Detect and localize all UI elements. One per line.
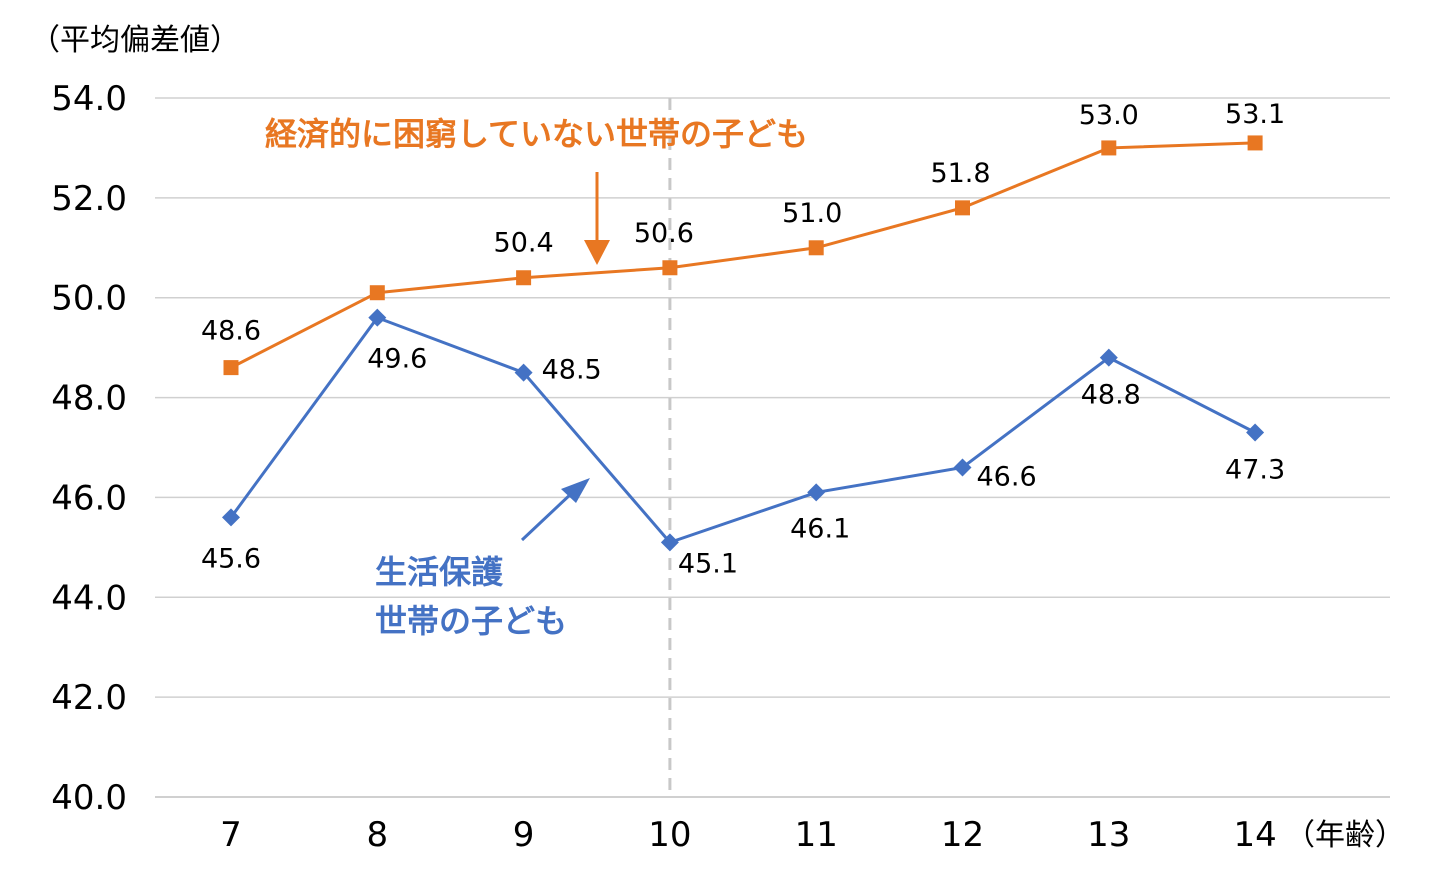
y-axis-ticks: 40.0 42.0 44.0 46.0 48.0 50.0 52.0 54.0 <box>51 79 127 818</box>
data-point <box>662 260 678 276</box>
series-1: 45.6 49.6 48.5 45.1 46.1 46.6 48.8 47.3 <box>201 308 1285 579</box>
data-point <box>223 360 239 376</box>
data-label: 45.1 <box>678 548 738 579</box>
x-tick-label: 8 <box>366 815 388 855</box>
data-label: 46.1 <box>790 513 850 544</box>
series-line-0 <box>230 141 1256 369</box>
data-label: 50.4 <box>494 228 554 259</box>
x-axis-unit-label: （年齢） <box>1285 818 1405 853</box>
series-group: 48.6 50.4 50.6 51.0 51.8 53.0 53.1 45.6 49.6 48.5… <box>201 99 1285 579</box>
data-point <box>953 458 972 477</box>
y-tick-label: 50.0 <box>51 279 127 319</box>
data-point <box>514 363 533 382</box>
data-point <box>1246 423 1265 442</box>
data-label: 51.0 <box>782 198 842 229</box>
y-axis-label: （平均偏差値） <box>30 23 240 58</box>
data-label: 53.1 <box>1225 99 1285 130</box>
y-tick-label: 44.0 <box>51 578 127 618</box>
data-point <box>807 483 826 502</box>
x-tick-label: 7 <box>220 815 242 855</box>
data-label: 46.6 <box>977 461 1037 492</box>
series-0: 48.6 50.4 50.6 51.0 51.8 53.0 53.1 <box>201 99 1285 376</box>
x-tick-label: 12 <box>941 815 984 855</box>
orange-arrow-head <box>584 240 610 265</box>
series-label-welfare-line1: 生活保護 <box>375 553 504 591</box>
annotations: 経済的に困窮していない世帯の子ども 生活保護 世帯の子ども <box>265 115 808 640</box>
data-point <box>660 533 679 552</box>
x-tick-label: 11 <box>795 815 838 855</box>
x-tick-label: 14 <box>1233 815 1276 855</box>
data-point <box>1099 348 1118 367</box>
x-tick-label: 10 <box>648 815 691 855</box>
series-line-1 <box>229 315 1256 545</box>
data-point <box>1101 140 1117 156</box>
y-tick-label: 46.0 <box>51 478 127 518</box>
y-tick-label: 42.0 <box>51 678 127 718</box>
grid-lines <box>155 97 1390 798</box>
blue-arrow-head <box>561 478 590 503</box>
y-tick-label: 52.0 <box>51 179 127 219</box>
data-label: 48.5 <box>542 355 602 386</box>
data-point <box>369 285 385 301</box>
y-tick-label: 40.0 <box>51 778 127 818</box>
data-point <box>516 270 532 286</box>
data-point <box>1247 135 1263 151</box>
blue-arrow-shaft <box>520 490 575 542</box>
data-label: 50.6 <box>634 218 694 249</box>
x-axis-ticks: 7 8 9 10 11 12 13 14 <box>220 815 1277 855</box>
data-label: 48.6 <box>201 316 261 347</box>
data-point <box>808 240 824 256</box>
data-point <box>222 508 240 527</box>
data-point <box>368 308 387 327</box>
y-tick-label: 48.0 <box>51 379 127 419</box>
data-label: 49.6 <box>367 344 427 375</box>
data-label: 48.8 <box>1081 380 1141 411</box>
data-label: 47.3 <box>1225 455 1285 486</box>
data-label: 45.6 <box>201 543 261 574</box>
data-label: 53.0 <box>1079 100 1139 131</box>
data-point <box>955 200 970 216</box>
data-label: 51.8 <box>930 158 990 189</box>
series-label-not-poor: 経済的に困窮していない世帯の子ども <box>265 115 808 153</box>
x-tick-label: 9 <box>513 815 535 855</box>
series-label-welfare-line2: 世帯の子ども <box>375 602 567 640</box>
y-tick-label: 54.0 <box>51 79 127 119</box>
x-tick-label: 13 <box>1087 815 1130 855</box>
